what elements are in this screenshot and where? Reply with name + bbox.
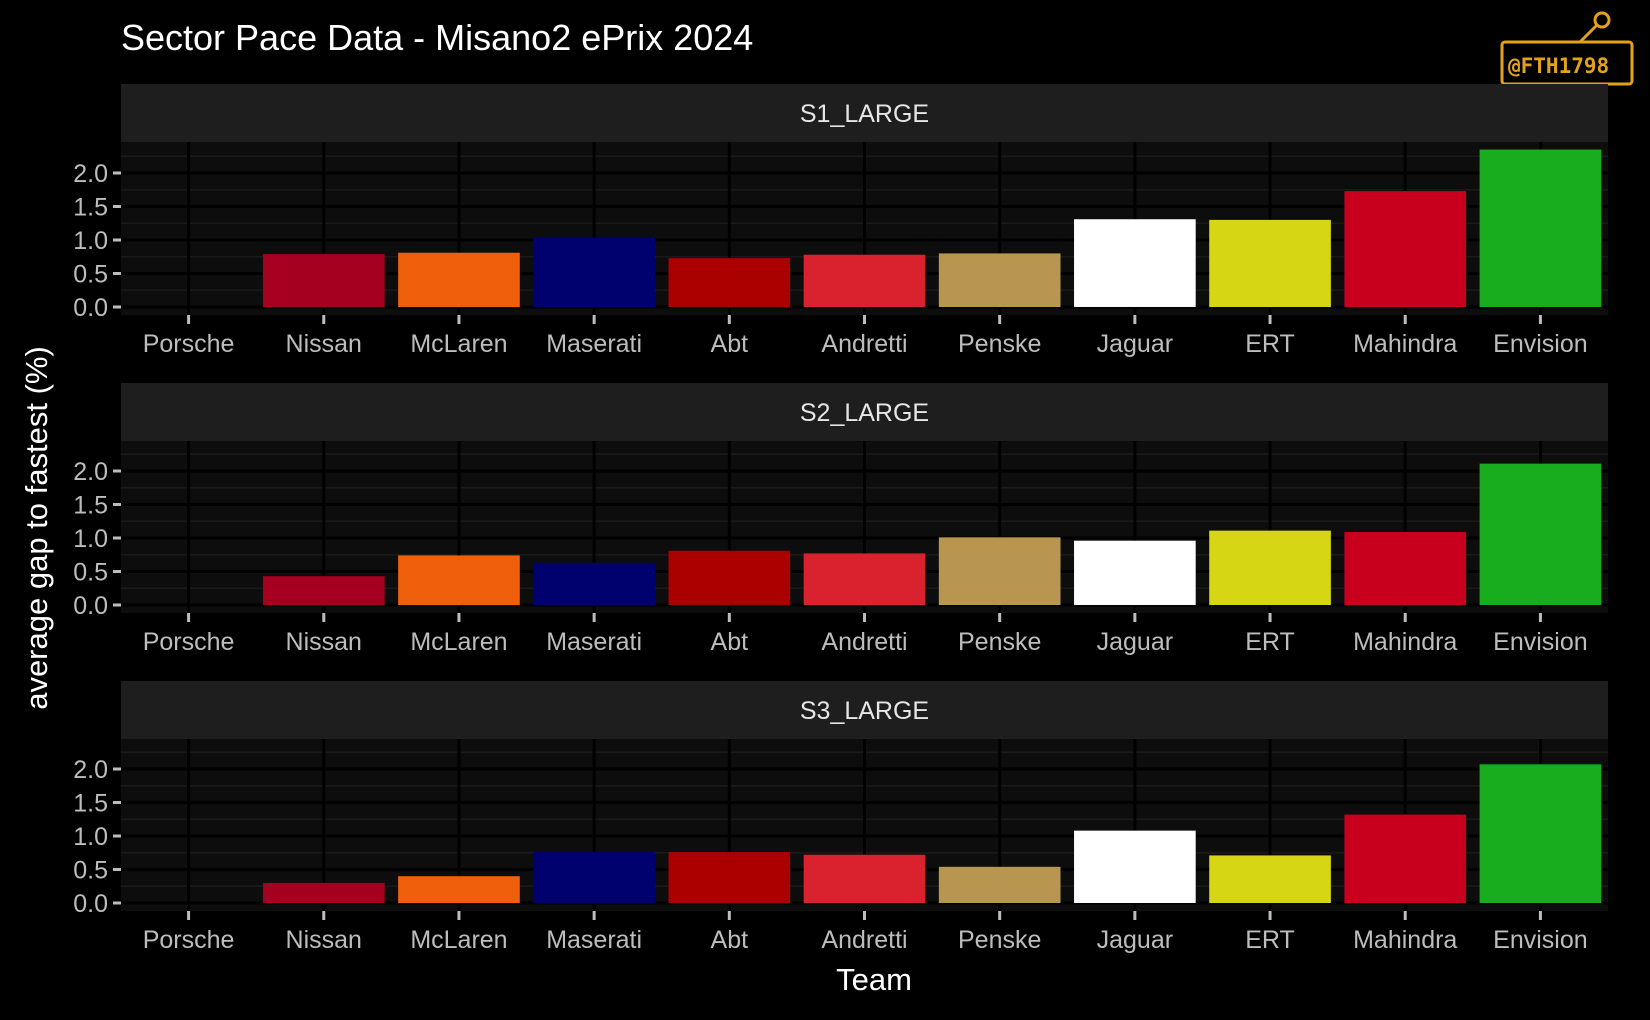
y-tick-label: 0.5 (73, 559, 108, 587)
bar-abt (668, 258, 791, 307)
bar-mclaren (398, 876, 520, 903)
bar-penske (938, 253, 1061, 307)
bar-ert (1209, 219, 1331, 307)
bar-nissan (262, 882, 385, 903)
x-tick-label: Envision (1493, 926, 1588, 954)
y-tick-label: 0.0 (73, 294, 108, 322)
x-axis-title: Team (836, 962, 912, 997)
bar-ert (1209, 530, 1331, 605)
bar-nissan (262, 576, 385, 605)
x-tick-label: Abt (711, 330, 749, 358)
x-tick-label: Porsche (143, 926, 235, 954)
bar-maserati (533, 237, 655, 307)
bar-mclaren (398, 252, 520, 307)
x-tick-label: Jaguar (1097, 330, 1173, 358)
facet-strip (121, 84, 1608, 142)
bar-envision (1479, 463, 1602, 605)
x-tick-label: McLaren (410, 330, 507, 358)
x-tick-label: Andretti (821, 628, 907, 656)
x-tick-label: Nissan (286, 628, 362, 656)
x-tick-label: Andretti (821, 926, 907, 954)
x-tick-label: Nissan (286, 926, 362, 954)
bar-mahindra (1344, 191, 1467, 307)
x-tick-label: Mahindra (1353, 628, 1457, 656)
x-tick-label: Abt (711, 628, 749, 656)
y-tick-label: 0.0 (73, 592, 108, 620)
facet-strip (121, 681, 1608, 739)
x-tick-label: Envision (1493, 628, 1588, 656)
bar-abt (668, 852, 791, 903)
x-tick-label: ERT (1245, 330, 1295, 358)
facet-panels: S1_LARGE 0.0 0.5 1.0 1.5 2.0 Porsche Nissan McLa… (73, 84, 1608, 954)
x-tick-label: Envision (1493, 330, 1588, 358)
x-tick-label: Abt (711, 926, 749, 954)
bar-penske (938, 537, 1061, 605)
facet-strip (121, 383, 1608, 441)
y-tick-label: 1.0 (73, 525, 108, 553)
facet-panel-2: S2_LARGE 0.0 0.5 1.0 1.5 2.0 Porsche Nissan McLa… (73, 383, 1608, 656)
y-tick-label: 1.5 (73, 790, 108, 818)
y-tick-label: 2.0 (73, 458, 108, 486)
x-tick-label: McLaren (410, 926, 507, 954)
y-tick-label: 1.5 (73, 194, 108, 222)
bar-andretti (803, 553, 926, 605)
bar-andretti (803, 854, 926, 903)
bar-maserati (533, 852, 655, 903)
bar-mclaren (398, 555, 520, 605)
x-tick-label: Penske (958, 628, 1041, 656)
bar-ert (1209, 855, 1331, 903)
x-tick-label: Mahindra (1353, 330, 1457, 358)
bar-mahindra (1344, 531, 1467, 605)
bar-envision (1479, 149, 1602, 307)
y-tick-label: 0.0 (73, 890, 108, 918)
x-tick-label: Maserati (546, 330, 642, 358)
x-tick-label: Penske (958, 926, 1041, 954)
x-tick-label: Porsche (143, 330, 235, 358)
x-tick-label: Maserati (546, 628, 642, 656)
y-tick-label: 2.0 (73, 160, 108, 188)
facet-panel-3: S3_LARGE 0.0 0.5 1.0 1.5 2.0 Porsche Nissan McLa… (73, 681, 1608, 954)
y-tick-label: 0.5 (73, 857, 108, 885)
x-tick-label: ERT (1245, 926, 1295, 954)
y-tick-label: 1.0 (73, 823, 108, 851)
facet-strip-label: S3_LARGE (800, 697, 929, 725)
x-tick-label: Andretti (821, 330, 907, 358)
x-tick-label: ERT (1245, 628, 1295, 656)
y-tick-label: 0.5 (73, 261, 108, 289)
facet-panel-1: S1_LARGE 0.0 0.5 1.0 1.5 2.0 Porsche Nissan McLa… (73, 84, 1608, 358)
bar-penske (938, 866, 1061, 903)
y-tick-label: 1.0 (73, 227, 108, 255)
watermark-text: @FTH1798 (1508, 54, 1609, 78)
bar-envision (1479, 764, 1602, 903)
y-tick-label: 1.5 (73, 492, 108, 520)
y-tick-label: 2.0 (73, 756, 108, 784)
bar-jaguar (1074, 830, 1196, 903)
x-tick-label: Mahindra (1353, 926, 1457, 954)
y-axis-title: average gap to fastest (%) (19, 346, 54, 710)
bar-maserati (533, 562, 655, 605)
chart-title: Sector Pace Data - Misano2 ePrix 2024 (121, 17, 753, 58)
x-tick-label: Jaguar (1097, 926, 1173, 954)
x-tick-label: Penske (958, 330, 1041, 358)
x-tick-label: McLaren (410, 628, 507, 656)
x-tick-label: Jaguar (1097, 628, 1173, 656)
bar-mahindra (1344, 814, 1467, 903)
bar-nissan (262, 254, 385, 307)
x-tick-label: Nissan (286, 330, 362, 358)
bar-abt (668, 550, 791, 605)
bar-jaguar (1074, 540, 1196, 605)
facet-strip-label: S2_LARGE (800, 399, 929, 427)
x-tick-label: Maserati (546, 926, 642, 954)
x-tick-label: Porsche (143, 628, 235, 656)
bar-andretti (803, 254, 926, 307)
facet-strip-label: S1_LARGE (800, 100, 929, 128)
bar-jaguar (1074, 219, 1196, 307)
